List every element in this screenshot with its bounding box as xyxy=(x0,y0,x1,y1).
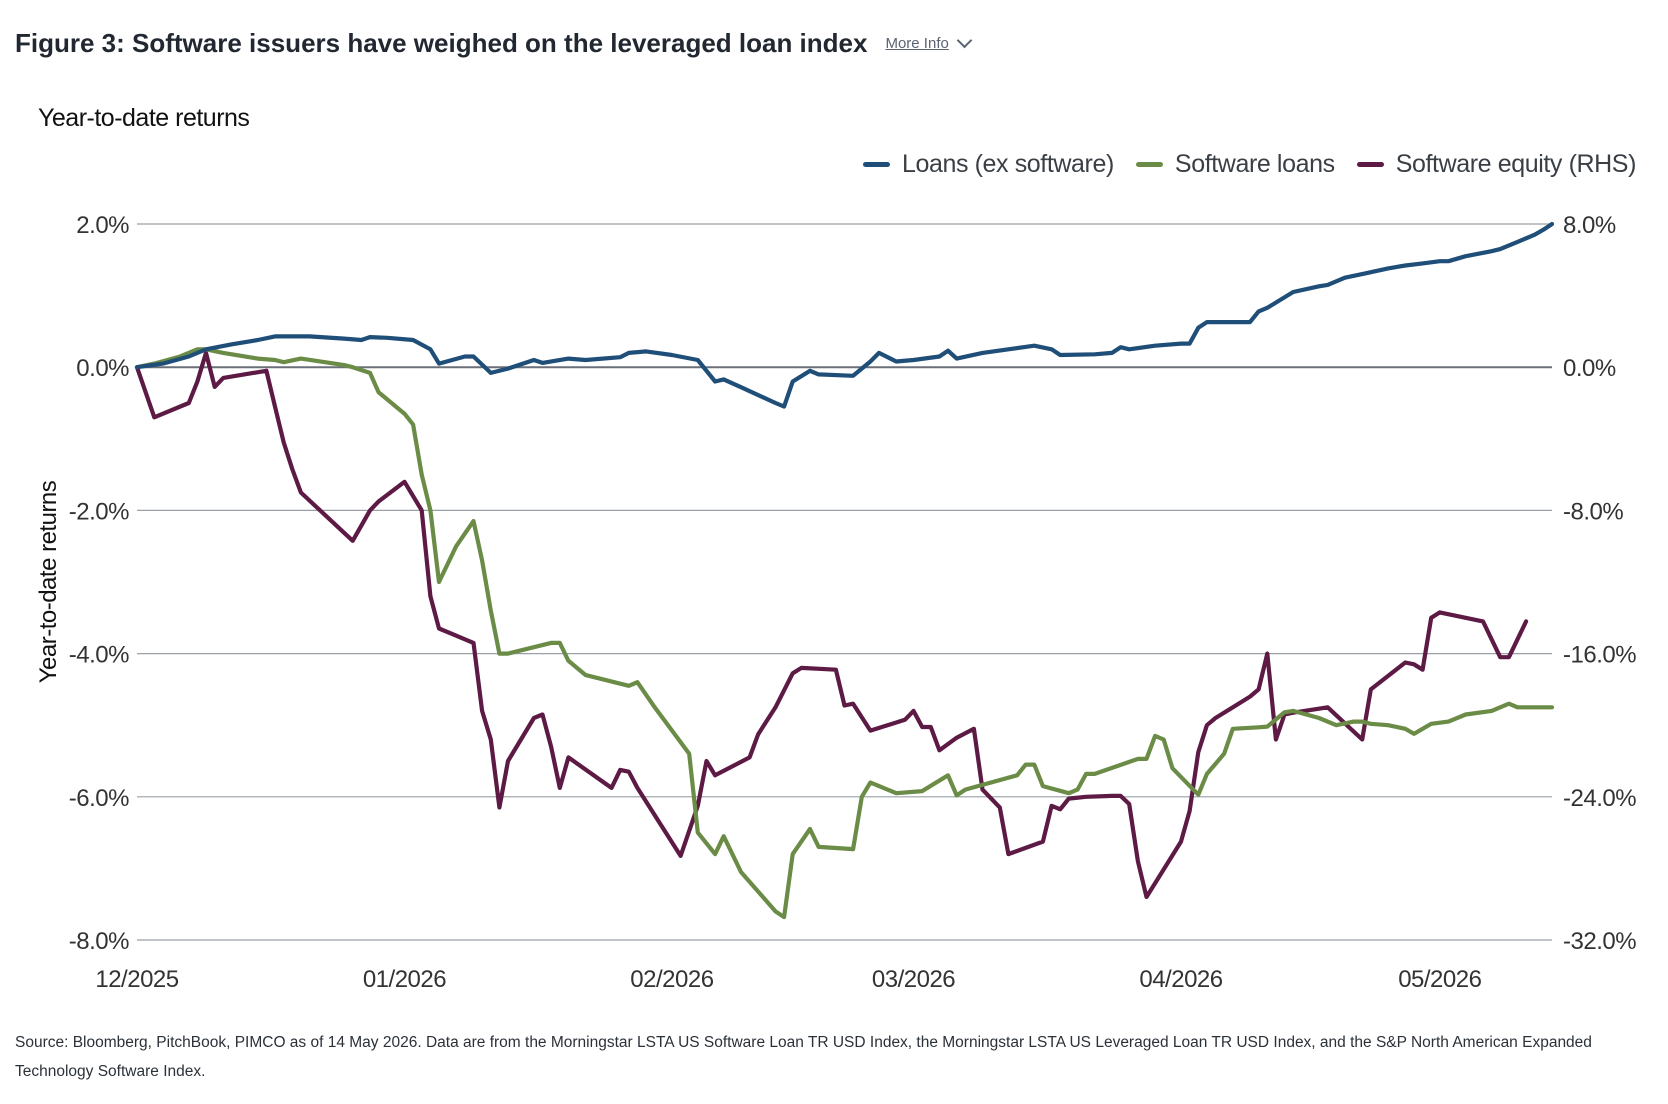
more-info-label[interactable]: More Info xyxy=(885,35,949,52)
series-line-loans-ex-software xyxy=(134,221,1555,409)
legend-label-software-equity: Software equity (RHS) xyxy=(1395,150,1637,178)
x-tick-label: 04/2026 xyxy=(1139,966,1222,993)
x-tick-label: 02/2026 xyxy=(630,966,713,993)
y-tick-label-left: -6.0% xyxy=(69,785,129,812)
y-tick-label-left: -2.0% xyxy=(69,498,129,525)
figure-header: Figure 3: Software issuers have weighed … xyxy=(15,28,973,59)
x-tick-label: 05/2026 xyxy=(1398,966,1481,993)
y-axis-title: Year-to-date returns xyxy=(35,480,62,683)
legend-swatch-loans-ex-software xyxy=(862,162,890,167)
y-tick-label-left: -8.0% xyxy=(69,928,129,955)
y-tick-label-left: 0.0% xyxy=(76,355,129,382)
y-tick-label-right: 8.0% xyxy=(1563,212,1616,239)
x-tick-label: 03/2026 xyxy=(872,966,955,993)
figure-title: Figure 3: Software issuers have weighed … xyxy=(15,28,868,58)
x-tick-label: 01/2026 xyxy=(363,966,446,993)
legend-label-software-loans: Software loans xyxy=(1174,150,1335,178)
line-chart: 2.0% 8.0% 0.0% 0.0% -2.0% -8.0% -4.0% -16.0% -6.… xyxy=(35,212,1637,993)
y-tick-label-right: -24.0% xyxy=(1563,785,1636,812)
legend-item-loans-ex-software: Loans (ex software) xyxy=(862,150,1114,179)
source-note: Source: Bloomberg, PitchBook, PIMCO as o… xyxy=(15,1034,1592,1080)
x-tick-label: 12/2025 xyxy=(95,966,178,993)
y-tick-label-right: 0.0% xyxy=(1563,355,1616,382)
series-line-software-equity-rhs xyxy=(134,350,1529,900)
legend-swatch-software-loans xyxy=(1135,162,1163,167)
y-tick-label-left: -4.0% xyxy=(69,642,129,669)
y-tick-label-right: -32.0% xyxy=(1563,928,1636,955)
chart-legend: Loans (ex software) Software loans Softw… xyxy=(841,150,1636,179)
series-line-software-loans xyxy=(134,347,1555,920)
more-info-toggle[interactable]: More Info xyxy=(885,32,973,52)
y-tick-label-right: -16.0% xyxy=(1563,642,1636,669)
legend-swatch-software-equity xyxy=(1356,162,1384,167)
y-tick-label-left: 2.0% xyxy=(76,212,129,239)
chart-subtitle: Year-to-date returns xyxy=(38,104,250,132)
legend-label-loans-ex-software: Loans (ex software) xyxy=(901,150,1114,178)
y-tick-label-right: -8.0% xyxy=(1563,498,1623,525)
legend-item-software-equity: Software equity (RHS) xyxy=(1356,150,1637,179)
legend-item-software-loans: Software loans xyxy=(1135,150,1335,179)
